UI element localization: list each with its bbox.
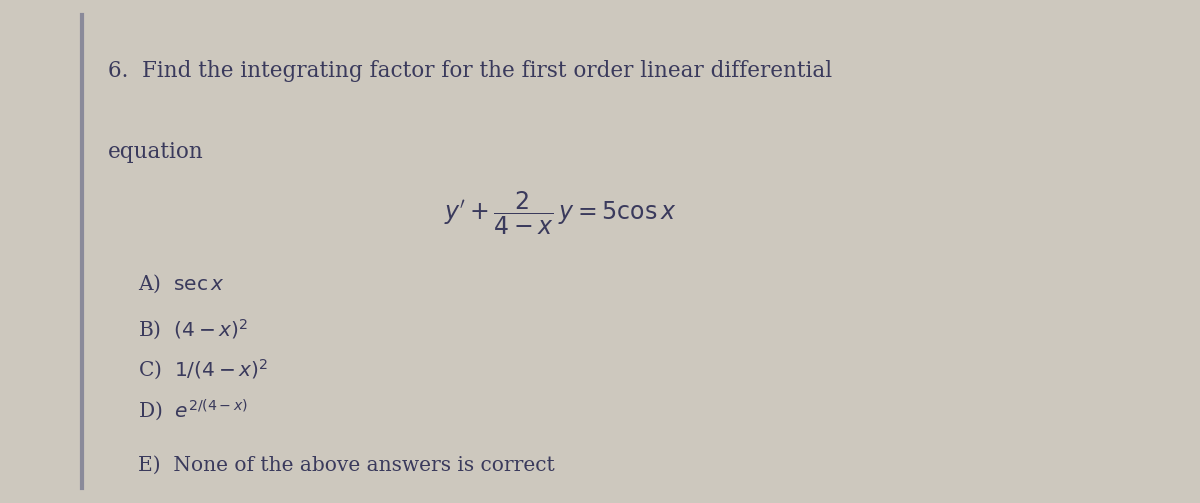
Text: 6.  Find the integrating factor for the first order linear differential: 6. Find the integrating factor for the f… — [108, 60, 832, 82]
Text: A)  $\sec x$: A) $\sec x$ — [138, 273, 224, 295]
Text: equation: equation — [108, 141, 204, 163]
Text: D)  $e^{2/(4-x)}$: D) $e^{2/(4-x)}$ — [138, 397, 248, 423]
Text: C)  $1/(4-x)^2$: C) $1/(4-x)^2$ — [138, 358, 269, 382]
Text: E)  None of the above answers is correct: E) None of the above answers is correct — [138, 456, 554, 475]
Text: B)  $(4-x)^2$: B) $(4-x)^2$ — [138, 317, 248, 342]
Text: $y' + \dfrac{2}{4-x}\,y = 5\cos x$: $y' + \dfrac{2}{4-x}\,y = 5\cos x$ — [444, 190, 677, 237]
